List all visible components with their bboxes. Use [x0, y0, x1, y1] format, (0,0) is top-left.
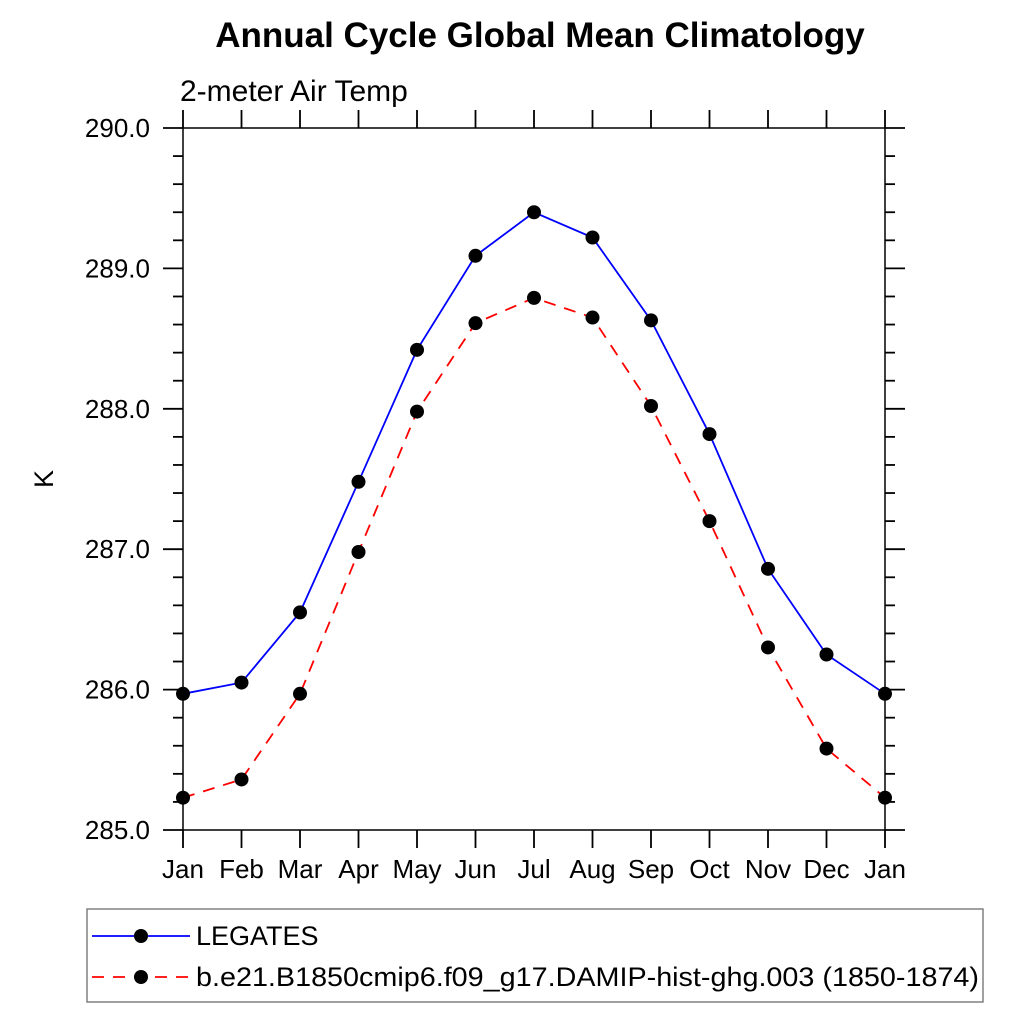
data-point	[702, 514, 717, 529]
x-tick-label: Jan	[864, 854, 906, 884]
data-point	[351, 474, 366, 489]
legend-label: LEGATES	[196, 921, 319, 951]
x-tick-label: Jan	[162, 854, 204, 884]
data-point	[761, 640, 775, 655]
data-point	[761, 561, 775, 576]
y-tick-label: 287.0	[85, 534, 150, 564]
legend: LEGATES b.e21.B1850cmip6.f09_g17.DAMIP-h…	[86, 908, 984, 1003]
x-tick-label: Mar	[278, 854, 323, 884]
y-tick-label: 285.0	[85, 815, 150, 845]
x-tick-label: Dec	[803, 854, 849, 884]
data-point	[819, 741, 834, 756]
data-point	[468, 248, 483, 263]
y-tick-label: 289.0	[85, 253, 150, 283]
data-point	[878, 686, 892, 701]
x-tick-label: Nov	[745, 854, 791, 884]
axes: 285.0 286.0 287.0 288.0 289.0 290.0 Jan Feb Mar A…	[85, 110, 906, 884]
x-tick-label: Jul	[517, 854, 550, 884]
legend-label: b.e21.B1850cmip6.f09_g17.DAMIP-hist-ghg.…	[196, 962, 979, 992]
data-point	[234, 772, 249, 787]
y-tick-label: 288.0	[85, 394, 150, 424]
data-point	[410, 342, 424, 357]
data-point	[527, 205, 541, 220]
x-tick-label: Sep	[628, 854, 674, 884]
data-point	[878, 790, 892, 805]
plot-series	[176, 205, 892, 805]
y-tick-label: 290.0	[85, 113, 150, 143]
data-point	[527, 290, 541, 305]
legend-marker-circle	[134, 929, 148, 943]
data-point	[468, 316, 483, 331]
x-tick-label: Feb	[219, 854, 264, 884]
data-point	[176, 686, 190, 701]
y-axis-title: K	[29, 470, 59, 488]
data-point	[585, 230, 600, 245]
data-point	[351, 545, 366, 560]
series-line-0	[182, 211, 886, 695]
data-point	[585, 310, 600, 325]
legend-entry-legates: LEGATES	[92, 921, 319, 951]
data-point	[234, 675, 249, 690]
x-tick-label: May	[392, 854, 441, 884]
legend-entry-model: b.e21.B1850cmip6.f09_g17.DAMIP-hist-ghg.…	[92, 962, 979, 992]
y-tick-label: 286.0	[85, 675, 150, 705]
plot-frame	[182, 127, 886, 831]
x-tick-label: Apr	[338, 854, 379, 884]
data-point	[176, 790, 190, 805]
data-point	[819, 647, 834, 662]
data-point	[644, 313, 658, 328]
legend-box	[86, 908, 984, 1003]
x-tick-label: Oct	[689, 854, 730, 884]
chart-title: Annual Cycle Global Mean Climatology	[215, 16, 865, 55]
data-point	[293, 605, 307, 620]
data-point	[702, 427, 717, 442]
chart-subtitle: 2-meter Air Temp	[180, 75, 408, 108]
data-point	[644, 398, 658, 413]
x-tick-label: Aug	[569, 854, 615, 884]
series-line-1	[182, 296, 886, 799]
x-tick-label: Jun	[455, 854, 497, 884]
data-point	[410, 404, 424, 419]
legend-marker-circle	[134, 970, 148, 984]
data-point	[293, 686, 307, 701]
